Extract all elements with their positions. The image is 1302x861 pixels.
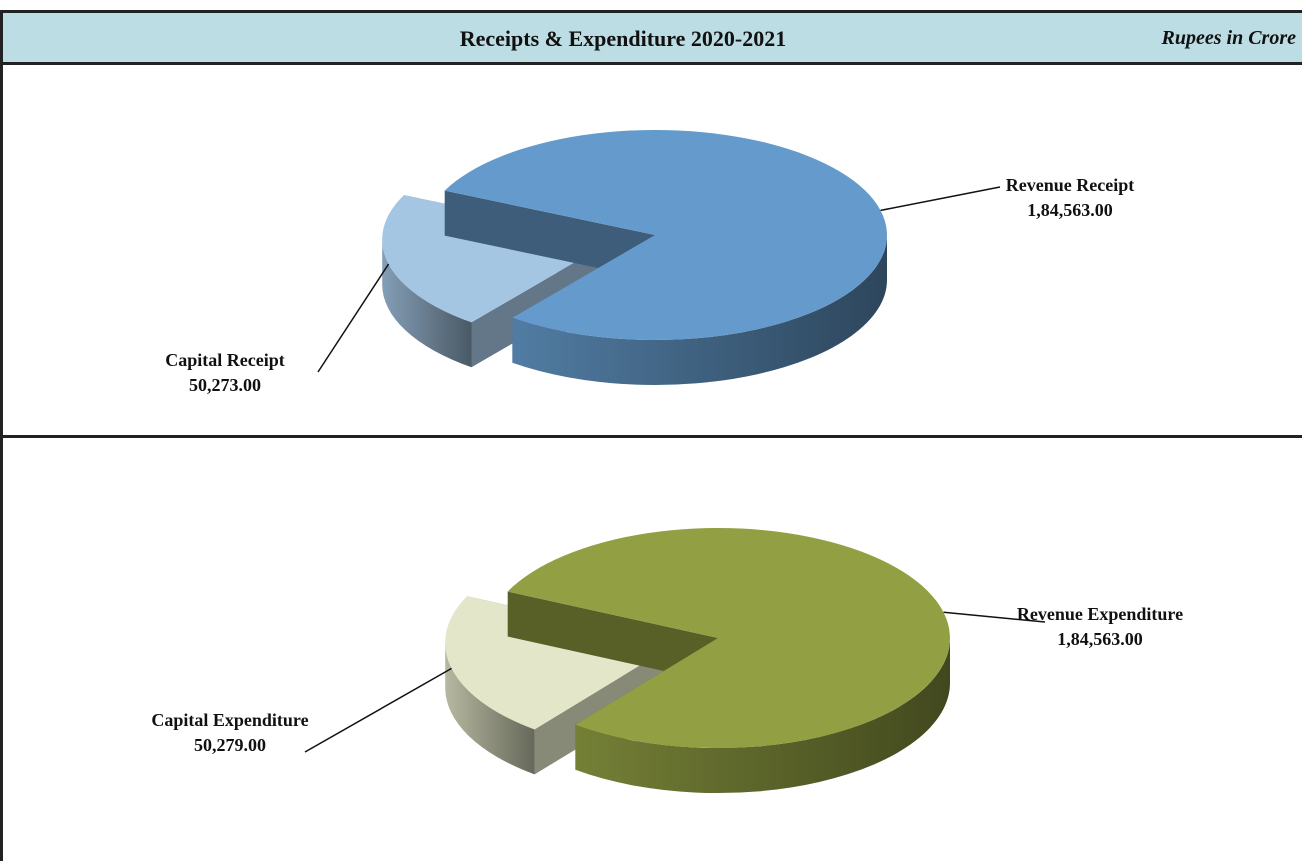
label-value: 50,279.00: [194, 735, 266, 755]
label-value: 1,84,563.00: [1027, 200, 1113, 220]
label-name: Capital Receipt: [165, 350, 285, 370]
header: Receipts & Expenditure 2020-2021 Rupees …: [3, 13, 1302, 65]
title: Receipts & Expenditure 2020-2021: [459, 26, 787, 51]
data-label: Capital Receipt 50,273.00: [110, 348, 340, 398]
unit: Rupees in Crore: [1161, 27, 1296, 49]
slice-cut-face: [507, 591, 718, 683]
frame: [0, 10, 1302, 861]
slice-top: [445, 596, 678, 730]
leader-line: [943, 611, 1046, 623]
leader-line: [317, 263, 390, 373]
slice-cut-face: [444, 190, 655, 280]
data-label: Revenue Expenditure 1,84,563.00: [1000, 602, 1200, 652]
slice-wall: [445, 642, 535, 775]
data-label: Capital Expenditure 50,279.00: [130, 708, 330, 758]
slice-wall: [382, 239, 472, 368]
slice-top: [444, 129, 887, 340]
pie-slice: [507, 528, 950, 794]
label-name: Revenue Expenditure: [1016, 604, 1184, 624]
label-name: Revenue Receipt: [1005, 175, 1135, 195]
slice-wall: [575, 638, 950, 794]
leader-line: [304, 667, 452, 753]
separator: [3, 435, 1302, 438]
slice-top: [507, 528, 950, 749]
label-value: 1,84,563.00: [1057, 629, 1143, 649]
pie-slice: [444, 129, 887, 385]
slice-top: [382, 195, 615, 323]
leader-line: [880, 186, 1001, 212]
slice-wall: [512, 235, 887, 385]
label-name: Capital Expenditure: [151, 710, 309, 730]
label-value: 50,273.00: [189, 375, 261, 395]
data-label: Revenue Receipt 1,84,563.00: [960, 173, 1180, 223]
